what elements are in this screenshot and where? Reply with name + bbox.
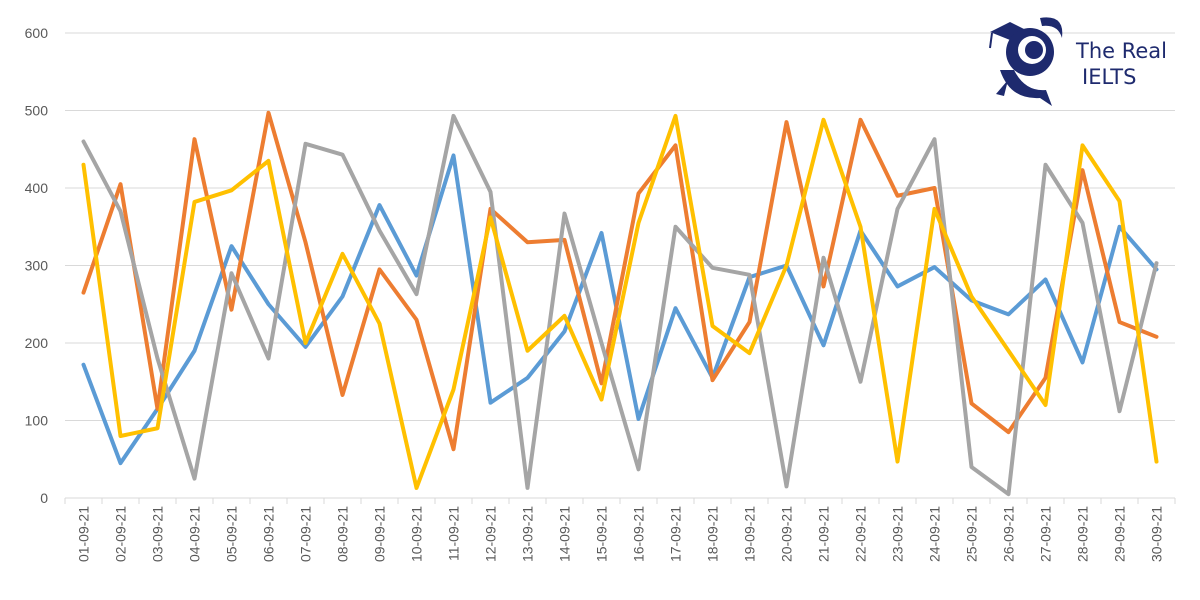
x-tick-label: 10-09-21 [409, 506, 425, 562]
y-tick-label: 600 [25, 25, 49, 41]
x-tick-label: 28-09-21 [1075, 506, 1091, 562]
logo-text: The Real IELTS [1076, 38, 1167, 90]
y-tick-label: 500 [25, 103, 49, 119]
x-tick-label: 21-09-21 [816, 506, 832, 562]
x-tick-label: 06-09-21 [261, 506, 277, 562]
x-tick-label: 23-09-21 [890, 506, 906, 562]
x-tick-label: 12-09-21 [483, 506, 499, 562]
x-tick-label: 22-09-21 [853, 506, 869, 562]
x-tick-label: 27-09-21 [1038, 506, 1054, 562]
x-tick-label: 19-09-21 [742, 506, 758, 562]
series-line-4 [81, 113, 1159, 490]
x-tick-label: 11-09-21 [446, 506, 462, 561]
x-tick-label: 02-09-21 [113, 506, 129, 562]
series-lines [81, 110, 1159, 497]
x-tick-label: 01-09-21 [76, 506, 92, 562]
x-tick-label: 20-09-21 [779, 506, 795, 562]
owl-graduate-icon [989, 17, 1063, 106]
x-tick-label: 14-09-21 [557, 506, 573, 562]
x-tick-label: 08-09-21 [335, 506, 351, 562]
x-tick-label: 04-09-21 [187, 506, 203, 562]
x-tick-label: 17-09-21 [668, 506, 684, 562]
y-tick-label: 200 [25, 335, 49, 351]
y-tick-label: 100 [25, 413, 49, 429]
x-tick-label: 30-09-21 [1149, 506, 1165, 562]
x-tick-label: 26-09-21 [1001, 506, 1017, 562]
x-tick-label: 16-09-21 [631, 506, 647, 562]
x-tick-label: 03-09-21 [150, 506, 166, 562]
x-tick-label: 24-09-21 [927, 506, 943, 562]
gridlines [65, 32, 1175, 499]
series-line-3 [81, 113, 1159, 497]
x-tick-label: 25-09-21 [964, 506, 980, 562]
x-tick-label: 18-09-21 [705, 506, 721, 562]
x-tick-label: 13-09-21 [520, 506, 536, 562]
series-line-2 [81, 110, 1159, 452]
y-tick-label: 300 [25, 258, 49, 274]
y-axis-ticks: 0 100 200 300 400 500 600 [25, 25, 49, 506]
x-tick-label: 29-09-21 [1112, 506, 1128, 562]
y-tick-label: 400 [25, 180, 49, 196]
x-tick-label: 05-09-21 [224, 506, 240, 562]
x-tick-label: 09-09-21 [372, 506, 388, 562]
y-tick-label: 0 [40, 490, 48, 506]
logo-line-1: The Real [1076, 39, 1168, 63]
brand-logo: The Real IELTS [980, 10, 1190, 110]
x-tick-label: 07-09-21 [298, 506, 314, 562]
x-axis-ticks: 01-09-21 02-09-21 03-09-21 04-09-21 05-09-21… [64, 498, 1176, 562]
logo-line-2: IELTS [1082, 65, 1137, 89]
x-tick-label: 15-09-21 [594, 506, 610, 562]
